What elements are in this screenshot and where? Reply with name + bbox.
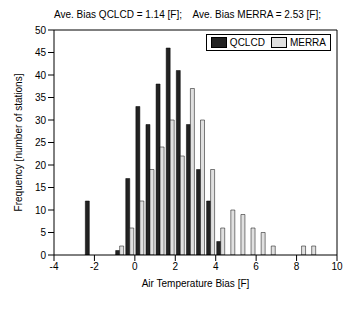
html-text:QCLCD: QCLCD <box>229 37 265 48</box>
svg-text:4: 4 <box>213 261 219 272</box>
svg-text:35: 35 <box>35 92 47 103</box>
html-text:MERRA: MERRA <box>289 37 326 48</box>
svg-text:5: 5 <box>40 227 46 238</box>
svg-text:15: 15 <box>35 182 47 193</box>
svg-text:2: 2 <box>173 261 179 272</box>
svg-text:30: 30 <box>35 115 47 126</box>
svg-text:25: 25 <box>35 137 47 148</box>
svg-text:10: 10 <box>35 205 47 216</box>
html-text:Ave. Bias QCLCD = 1.14 [F]; Av: Ave. Bias QCLCD = 1.14 [F]; Ave. Bias ME… <box>54 9 321 20</box>
svg-text:-4: -4 <box>50 261 59 272</box>
svg-text:50: 50 <box>35 25 47 36</box>
svg-text:Frequency [number of stations]: Frequency [number of stations] <box>13 73 24 211</box>
svg-text:Air Temperature Bias [F]: Air Temperature Bias [F] <box>142 278 250 289</box>
svg-text:6: 6 <box>253 261 259 272</box>
svg-text:0: 0 <box>132 261 138 272</box>
svg-text:8: 8 <box>294 261 300 272</box>
svg-text:40: 40 <box>35 70 47 81</box>
svg-text:-2: -2 <box>90 261 99 272</box>
svg-text:20: 20 <box>35 160 47 171</box>
svg-text:10: 10 <box>331 261 343 272</box>
svg-text:45: 45 <box>35 47 47 58</box>
svg-text:0: 0 <box>40 250 46 261</box>
